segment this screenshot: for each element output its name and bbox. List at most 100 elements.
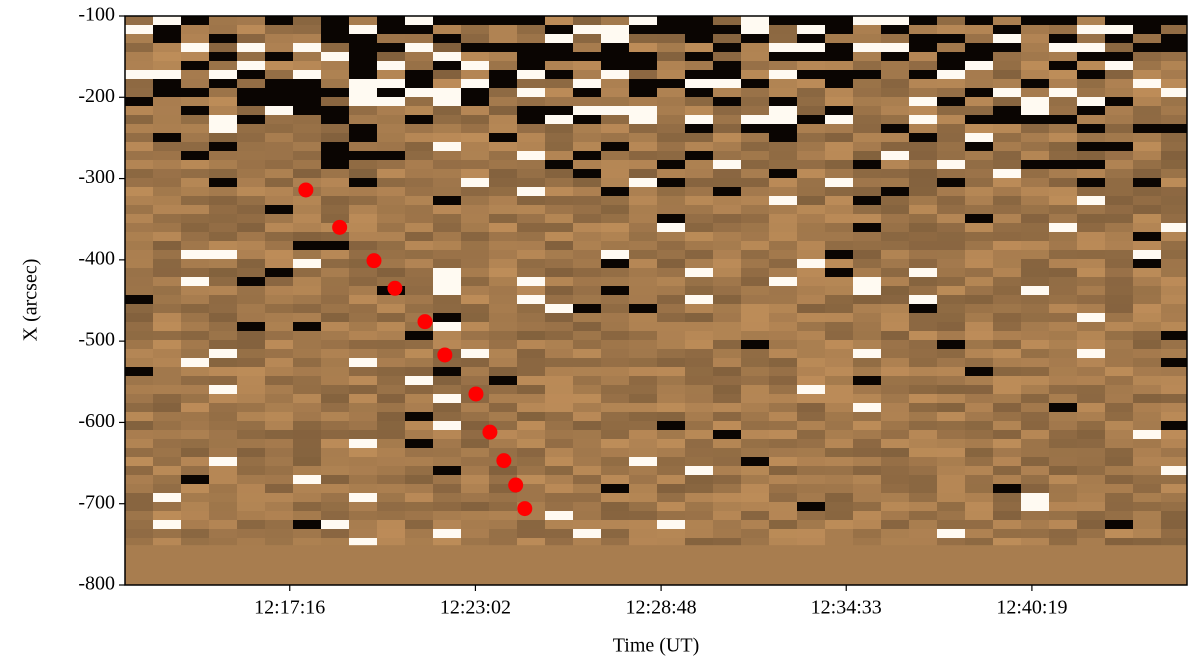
texture-cell (321, 484, 350, 494)
texture-cell (601, 439, 630, 449)
texture-cell (629, 520, 658, 530)
texture-cell (433, 16, 462, 26)
texture-cell (321, 322, 350, 332)
texture-cell (881, 421, 910, 431)
texture-cell (881, 466, 910, 476)
texture-cell (209, 178, 238, 188)
texture-cell (797, 367, 826, 377)
texture-cell (349, 79, 378, 89)
texture-cell (1077, 25, 1106, 35)
texture-cell (237, 115, 266, 125)
texture-cell (349, 358, 378, 368)
texture-cell (153, 142, 182, 152)
texture-cell (209, 484, 238, 494)
texture-cell (825, 205, 854, 215)
texture-cell (853, 106, 882, 116)
texture-cell (209, 250, 238, 260)
texture-cell (125, 322, 154, 332)
texture-cell (1133, 25, 1162, 35)
texture-cell (265, 322, 294, 332)
texture-cell (209, 142, 238, 152)
texture-cell (517, 466, 546, 476)
texture-cell (1133, 322, 1162, 332)
texture-cell (937, 277, 966, 287)
texture-cell (265, 376, 294, 386)
texture-cell (657, 313, 686, 323)
texture-cell (433, 88, 462, 98)
texture-cell (545, 70, 574, 80)
texture-cell (657, 466, 686, 476)
texture-cell (293, 223, 322, 233)
texture-cell (909, 502, 938, 512)
texture-cell (601, 196, 630, 206)
texture-cell (853, 358, 882, 368)
texture-cell (489, 448, 518, 458)
texture-cell (1161, 223, 1187, 233)
texture-cell (181, 349, 210, 359)
texture-cell (377, 268, 406, 278)
texture-cell (1077, 88, 1106, 98)
texture-cell (1021, 349, 1050, 359)
texture-cell (1133, 61, 1162, 71)
texture-cell (629, 277, 658, 287)
texture-cell (965, 457, 994, 467)
texture-cell (993, 268, 1022, 278)
texture-cell (489, 277, 518, 287)
texture-cell (293, 169, 322, 179)
texture-cell (405, 448, 434, 458)
texture-cell (797, 79, 826, 89)
texture-cell (489, 214, 518, 224)
texture-cell (685, 493, 714, 503)
texture-cell (209, 295, 238, 305)
texture-cell (153, 70, 182, 80)
texture-cell (433, 529, 462, 539)
texture-cell (741, 61, 770, 71)
texture-cell (1021, 484, 1050, 494)
texture-cell (713, 16, 742, 26)
texture-cell (1077, 277, 1106, 287)
texture-cell (909, 457, 938, 467)
texture-cell (853, 457, 882, 467)
plot-marks (298, 182, 533, 517)
y-tick-label: -300 (78, 166, 115, 188)
texture-cell (713, 295, 742, 305)
texture-cell (237, 178, 266, 188)
texture-cell (965, 304, 994, 314)
texture-cell (657, 34, 686, 44)
texture-cell (825, 340, 854, 350)
texture-cell (1021, 124, 1050, 134)
texture-cell (517, 79, 546, 89)
texture-cell (1161, 484, 1187, 494)
texture-cell (1161, 466, 1187, 476)
texture-cell (405, 304, 434, 314)
texture-cell (881, 250, 910, 260)
texture-cell (461, 466, 490, 476)
texture-cell (181, 124, 210, 134)
texture-cell (685, 259, 714, 269)
texture-cell (741, 340, 770, 350)
texture-cell (125, 70, 154, 80)
texture-cell (657, 214, 686, 224)
texture-cell (1049, 79, 1078, 89)
texture-cell (1049, 358, 1078, 368)
texture-cell (461, 304, 490, 314)
texture-cell (881, 475, 910, 485)
texture-cell (1077, 412, 1106, 422)
texture-cell (181, 538, 210, 548)
texture-cell (993, 61, 1022, 71)
texture-cell (937, 529, 966, 539)
texture-cell (769, 52, 798, 62)
texture-cell (937, 259, 966, 269)
texture-cell (1077, 61, 1106, 71)
texture-cell (573, 520, 602, 530)
texture-cell (405, 322, 434, 332)
texture-cell (1049, 43, 1078, 53)
texture-cell (461, 88, 490, 98)
texture-cell (825, 502, 854, 512)
texture-cell (573, 268, 602, 278)
texture-cell (909, 448, 938, 458)
texture-cell (1049, 232, 1078, 242)
texture-cell (657, 142, 686, 152)
texture-cell (1049, 187, 1078, 197)
texture-cell (657, 367, 686, 377)
